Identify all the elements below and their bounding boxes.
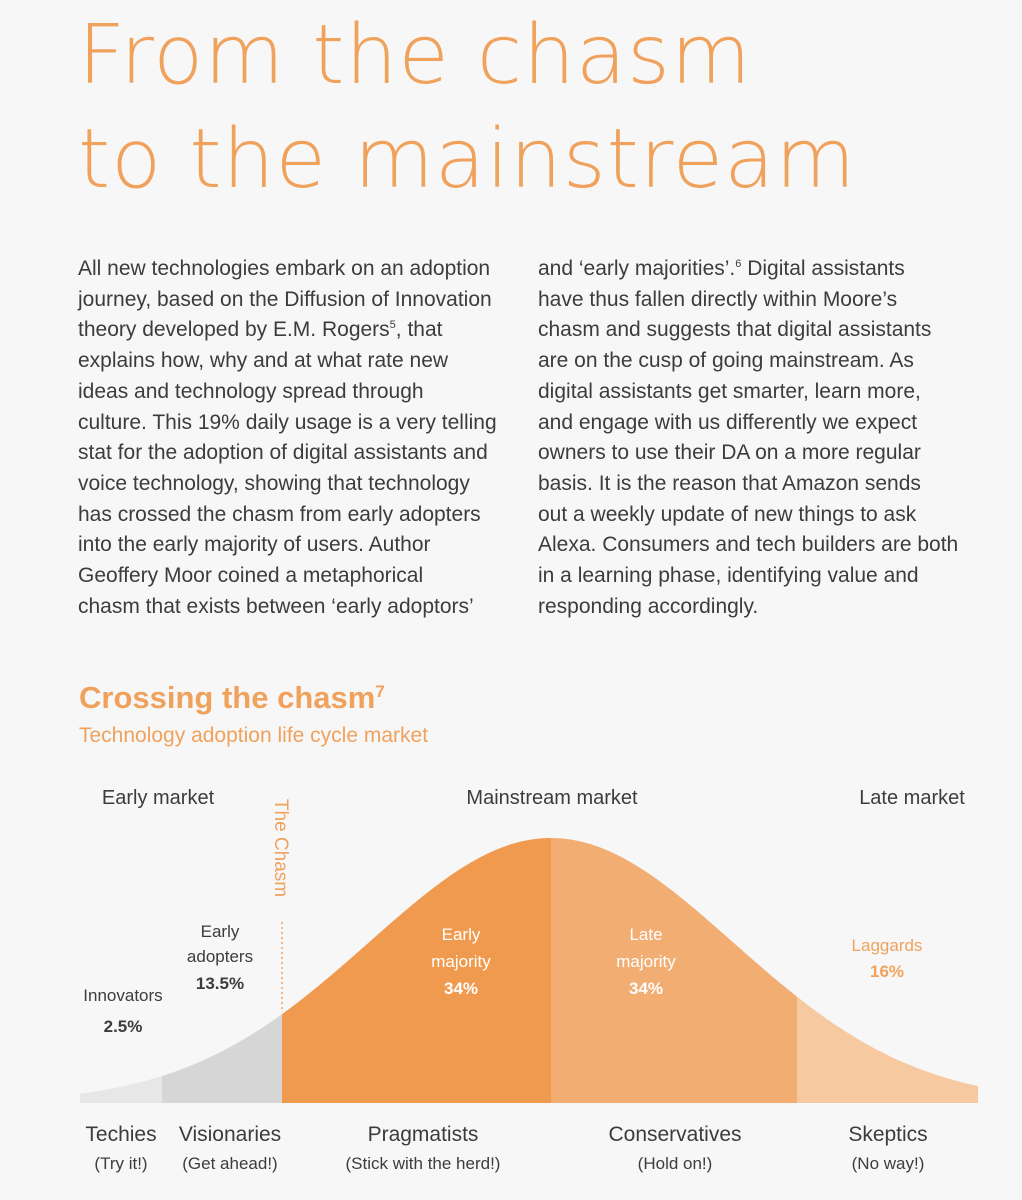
label-innovators-value: 2.5% <box>104 1017 143 1036</box>
title-line-2: to the mainstream <box>78 112 857 207</box>
persona-techies-motto: (Try it!) <box>94 1154 147 1173</box>
persona-visionaries-motto: (Get ahead!) <box>182 1154 277 1173</box>
right-line-6: basis. It is the reason that Amazon send… <box>538 471 921 495</box>
persona-conservatives-motto: (Hold on!) <box>638 1154 713 1173</box>
left-line-7: voice technology, showing that technolog… <box>78 471 470 495</box>
market-label-late: Late market <box>859 787 965 809</box>
left-line-5: culture. This 19% daily usage is a very … <box>78 410 497 434</box>
right-line-5: owners to use their DA on a more regular <box>538 441 921 465</box>
adoption-curve-chart: The Chasm Early market Mainstream market La… <box>80 787 978 1173</box>
left-line-0: All new technologies embark on an adopti… <box>78 257 491 280</box>
label-late-majority-name-2: majority <box>616 952 676 971</box>
persona-visionaries-label: Visionaries <box>179 1123 281 1146</box>
label-early-adopters-name-1: Early <box>201 922 240 941</box>
right-line-10: responding accordingly. <box>538 594 759 618</box>
market-label-early: Early market <box>102 787 215 809</box>
left-line-1: journey, based on the Diffusion of Innov… <box>78 287 492 311</box>
label-early-majority-name-2: majority <box>431 952 491 971</box>
left-line-4: ideas and technology spread through <box>78 379 424 403</box>
right-line-9: in a learning phase, identifying value a… <box>538 564 919 588</box>
right-line-first-tail: Digital assistants <box>741 257 905 280</box>
segment-early-adopters <box>162 1014 282 1103</box>
right-line-4: and engage with us differently we expect <box>538 410 918 434</box>
left-line-9: into the early majority of users. Author <box>78 533 431 557</box>
chasm-label: The Chasm <box>270 799 291 897</box>
body-column-right: and ‘early majorities’.6 Digital assista… <box>538 254 988 622</box>
segment-late-majority <box>551 838 797 1103</box>
left-line-2-text: theory developed by E.M. Rogers <box>78 318 390 342</box>
persona-pragmatists-motto: (Stick with the herd!) <box>346 1154 501 1173</box>
left-line-11: chasm that exists between ‘early adoptor… <box>78 594 474 618</box>
right-line-first: and ‘early majorities’.6 Digital assista… <box>538 254 988 285</box>
label-early-adopters-value: 13.5% <box>196 974 244 993</box>
persona-skeptics-label: Skeptics <box>848 1123 927 1146</box>
left-line-2-tail: , that <box>395 318 443 342</box>
left-line-10: Geoffery Moor coined a metaphorical <box>78 564 424 588</box>
segment-early-majority <box>282 838 551 1103</box>
label-early-adopters-name-2: adopters <box>187 947 253 966</box>
label-innovators-name: Innovators <box>83 986 162 1005</box>
right-line-3: digital assistants get smarter, learn mo… <box>538 379 921 403</box>
page-title: From the chasm to the mainstream <box>78 4 856 212</box>
left-line-2: theory developed by E.M. Rogers5, that <box>78 315 524 346</box>
segment-laggards <box>797 996 978 1103</box>
label-late-majority-value: 34% <box>629 979 663 998</box>
label-laggards-name: Laggards <box>852 936 923 955</box>
market-label-mainstream: Mainstream market <box>466 787 638 809</box>
label-early-majority-value: 34% <box>444 979 478 998</box>
segment-innovators <box>80 1076 162 1103</box>
left-line-8: has crossed the chasm from early adopter… <box>78 502 481 526</box>
section-subtitle: Technology adoption life cycle market <box>79 724 429 747</box>
right-line-2: are on the cusp of going mainstream. As <box>538 349 914 373</box>
right-line-0: have thus fallen directly within Moore’s <box>538 287 898 311</box>
body-column-left: All new technologies embark on an adopti… <box>78 254 524 622</box>
title-line-1: From the chasm <box>78 8 752 103</box>
right-line-7: out a weekly update of new things to ask <box>538 502 917 526</box>
label-early-majority-name-1: Early <box>442 925 481 944</box>
persona-pragmatists-label: Pragmatists <box>368 1123 479 1146</box>
persona-skeptics-motto: (No way!) <box>852 1154 925 1173</box>
right-line-8: Alexa. Consumers and tech builders are b… <box>538 533 959 557</box>
section-title: Crossing the chasm7 <box>79 680 385 716</box>
footnote-5: 5 <box>389 319 396 332</box>
footnote-6: 6 <box>735 258 742 270</box>
label-laggards-value: 16% <box>870 962 904 981</box>
footnote-7: 7 <box>375 682 385 701</box>
label-late-majority-name-1: Late <box>629 925 662 944</box>
section-title-text: Crossing the chasm <box>79 680 376 715</box>
left-line-3: explains how, why and at what rate new <box>78 349 449 373</box>
persona-conservatives-label: Conservatives <box>608 1123 741 1146</box>
left-line-6: stat for the adoption of digital assista… <box>78 441 488 465</box>
right-line-1: chasm and suggests that digital assistan… <box>538 318 932 342</box>
persona-techies-label: Techies <box>85 1123 156 1146</box>
right-line-first-text: and ‘early majorities’. <box>538 257 736 280</box>
